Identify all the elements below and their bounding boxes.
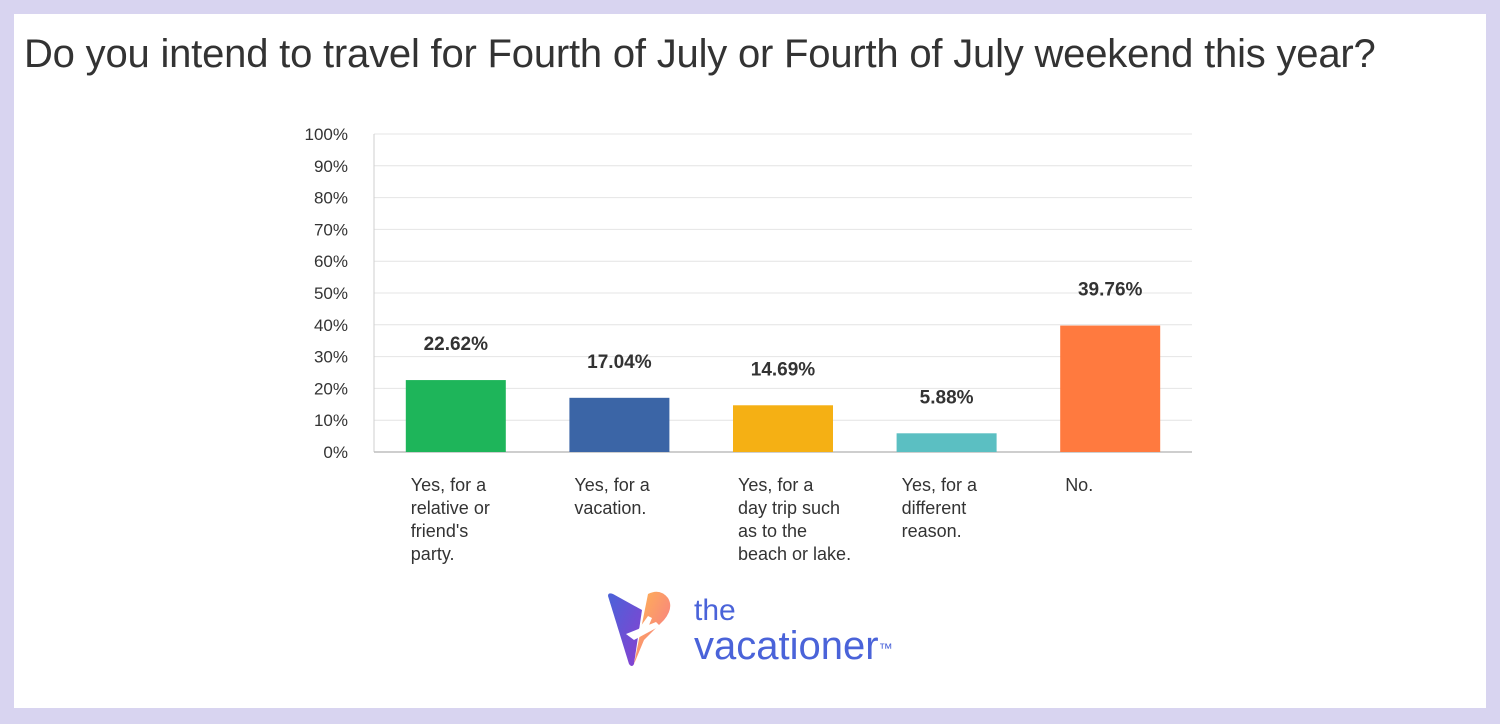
data-label: 14.69% xyxy=(751,359,816,380)
y-tick-label: 0% xyxy=(323,443,348,462)
data-label: 5.88% xyxy=(920,387,974,408)
y-tick-label: 40% xyxy=(314,316,348,335)
bar-chart: 0% 10% 20% 30% 40% 50% 60% 70% 80% 90% 100% 22.62% 1… xyxy=(305,125,1192,462)
x-tick-label: No. xyxy=(1065,474,1195,497)
bar xyxy=(733,405,833,452)
x-tick-label-line: Yes, for a xyxy=(738,475,814,495)
trademark-mark: ™ xyxy=(878,640,893,656)
x-tick-label-line: No. xyxy=(1065,475,1094,495)
y-tick-label: 60% xyxy=(314,252,348,271)
x-tick-label-line: party. xyxy=(410,544,455,564)
y-tick-label: 30% xyxy=(314,348,348,367)
x-tick-label-line: as to the xyxy=(738,521,808,541)
x-tick-label-line: relative or xyxy=(410,498,490,518)
chart-frame: Do you intend to travel for Fourth of Ju… xyxy=(14,14,1486,708)
y-tick-label: 50% xyxy=(314,284,348,303)
bar xyxy=(896,433,997,452)
x-tick-label-line: Yes, for a xyxy=(901,475,977,495)
y-tick-label: 20% xyxy=(314,379,348,398)
logo-brand-name: vacationer xyxy=(694,624,879,668)
y-tick-label: 10% xyxy=(314,411,348,430)
chart-title: Do you intend to travel for Fourth of Ju… xyxy=(24,32,1376,76)
x-tick-label-line: Yes, for a xyxy=(410,475,487,495)
data-label: 22.62% xyxy=(424,334,489,355)
y-tick-label: 70% xyxy=(314,220,348,239)
y-tick-label: 100% xyxy=(305,125,348,144)
vacationer-logo: the vacationer™ xyxy=(604,590,934,670)
bar xyxy=(569,397,670,452)
logo-text-brand: vacationer™ xyxy=(694,626,893,666)
x-tick-label-line: vacation. xyxy=(574,498,647,518)
x-tick-label-line: day trip such xyxy=(738,498,841,518)
data-label: 17.04% xyxy=(587,352,652,373)
x-tick-label: Yes, for a relative or friend's party. xyxy=(411,474,541,566)
logo-text-the: the xyxy=(694,594,736,627)
x-tick-label-line: Yes, for a xyxy=(574,475,650,495)
x-tick-label: Yes, for a vacation. xyxy=(574,474,704,520)
bar xyxy=(405,380,506,452)
vacationer-logo-icon xyxy=(608,591,671,666)
x-tick-label-line: friend's xyxy=(410,521,469,541)
bar xyxy=(1060,325,1161,452)
x-tick-label-line: reason. xyxy=(901,521,962,541)
y-tick-label: 90% xyxy=(314,157,348,176)
x-tick-label-line: beach or lake. xyxy=(738,544,852,564)
data-label: 39.76% xyxy=(1078,280,1143,301)
x-tick-label: Yes, for a different reason. xyxy=(902,474,1032,543)
x-tick-label: Yes, for a day trip such as to the beach or… xyxy=(738,474,868,566)
y-tick-label: 80% xyxy=(314,189,348,208)
x-tick-label-line: different xyxy=(901,498,967,518)
